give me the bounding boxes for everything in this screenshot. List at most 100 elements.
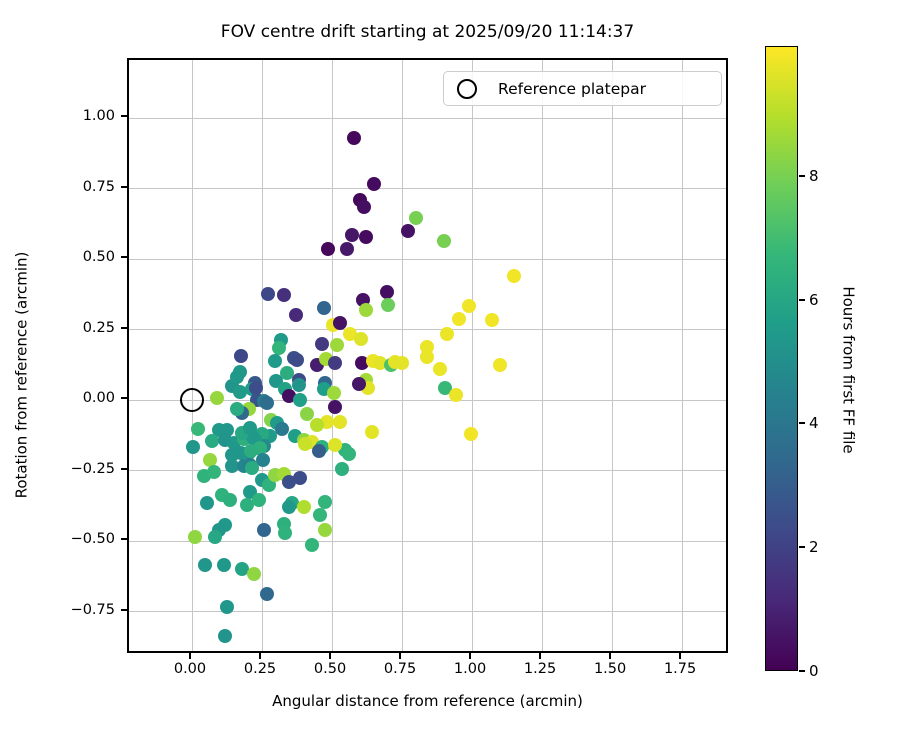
legend-label: Reference platepar xyxy=(498,79,646,98)
scatter-point xyxy=(333,415,348,430)
y-axis-label: Rotation from reference (arcmin) xyxy=(12,251,30,499)
y-tick-label: −0.25 xyxy=(70,460,115,477)
scatter-point xyxy=(234,349,249,364)
y-gridline xyxy=(129,117,726,119)
scatter-point xyxy=(246,566,261,581)
colorbar-tick-label: 2 xyxy=(809,538,819,557)
scatter-point xyxy=(260,586,275,601)
scatter-point xyxy=(281,388,296,403)
x-gridline xyxy=(611,60,613,651)
scatter-point xyxy=(293,392,308,407)
plot-area xyxy=(127,58,728,653)
y-gridline xyxy=(129,611,726,613)
scatter-point xyxy=(330,337,345,352)
y-gridline xyxy=(129,399,726,401)
scatter-point xyxy=(223,492,238,507)
scatter-point xyxy=(290,352,305,367)
scatter-point xyxy=(320,242,335,257)
scatter-point xyxy=(242,420,257,435)
colorbar xyxy=(765,46,798,671)
x-tick-mark xyxy=(609,653,612,659)
scatter-point xyxy=(311,444,326,459)
scatter-point xyxy=(230,369,245,384)
scatter-point xyxy=(318,523,333,538)
scatter-point xyxy=(463,427,478,442)
x-tick-mark xyxy=(399,653,402,659)
scatter-point xyxy=(204,434,219,449)
scatter-point xyxy=(462,298,477,313)
scatter-point xyxy=(367,177,382,192)
scatter-point xyxy=(358,229,373,244)
y-gridline xyxy=(129,540,726,542)
scatter-point xyxy=(357,200,372,215)
y-tick-mark xyxy=(121,326,127,329)
scatter-point xyxy=(433,362,448,377)
scatter-point xyxy=(332,316,347,331)
colorbar-tick-mark xyxy=(799,670,805,672)
y-tick-label: 0.00 xyxy=(82,390,115,407)
x-tick-mark xyxy=(259,653,262,659)
scatter-point xyxy=(351,377,366,392)
scatter-point xyxy=(395,356,410,371)
scatter-point xyxy=(328,399,343,414)
scatter-point xyxy=(239,497,254,512)
scatter-point xyxy=(335,462,350,477)
scatter-point xyxy=(260,396,275,411)
colorbar-tick-mark xyxy=(799,422,805,425)
x-tick-label: 0.75 xyxy=(383,661,417,677)
x-tick-label: 0.50 xyxy=(313,661,347,677)
scatter-point xyxy=(202,453,217,468)
scatter-point xyxy=(186,439,201,454)
scatter-point xyxy=(281,474,296,489)
scatter-point xyxy=(281,499,296,514)
scatter-point xyxy=(326,386,341,401)
y-gridline xyxy=(129,329,726,331)
x-tick-label: 0.25 xyxy=(243,661,277,677)
scatter-point xyxy=(216,558,231,573)
scatter-point xyxy=(278,526,293,541)
scatter-point xyxy=(206,464,221,479)
scatter-point xyxy=(358,303,373,318)
scatter-point xyxy=(373,356,388,371)
scatter-point xyxy=(235,562,250,577)
scatter-point xyxy=(449,388,464,402)
scatter-point xyxy=(288,308,303,323)
scatter-point xyxy=(188,529,203,544)
scatter-point xyxy=(244,444,259,459)
y-axis-label-wrap: Rotation from reference (arcmin) xyxy=(8,0,34,750)
scatter-point xyxy=(316,301,331,316)
scatter-point xyxy=(218,628,233,643)
scatter-point xyxy=(451,311,466,326)
scatter-point xyxy=(272,341,287,356)
x-tick-mark xyxy=(679,653,682,659)
y-tick-label: 0.50 xyxy=(82,249,115,266)
x-tick-label: 1.50 xyxy=(593,661,627,677)
y-tick-mark xyxy=(121,538,127,541)
x-gridline xyxy=(471,60,473,651)
scatter-point xyxy=(364,424,379,439)
y-tick-mark xyxy=(121,185,127,188)
x-tick-mark xyxy=(539,653,542,659)
x-axis-label: Angular distance from reference (arcmin) xyxy=(272,692,583,710)
chart-title: FOV centre drift starting at 2025/09/20 … xyxy=(220,22,635,42)
scatter-point xyxy=(191,422,206,437)
scatter-point xyxy=(439,326,454,341)
y-gridline xyxy=(129,258,726,260)
scatter-point xyxy=(347,130,362,145)
scatter-point xyxy=(291,378,306,393)
colorbar-tick-mark xyxy=(799,174,805,177)
legend: Reference platepar xyxy=(443,71,722,106)
x-tick-label: 0.00 xyxy=(173,661,207,677)
x-tick-mark xyxy=(189,653,191,659)
colorbar-tick-label: 4 xyxy=(809,414,819,433)
scatter-point xyxy=(198,558,213,573)
y-tick-label: 1.00 xyxy=(82,108,115,125)
x-gridline xyxy=(401,60,403,651)
scatter-point xyxy=(381,297,396,312)
scatter-point xyxy=(437,233,452,248)
y-tick-mark xyxy=(121,608,127,611)
y-tick-label: −0.75 xyxy=(70,601,115,618)
scatter-point xyxy=(229,402,244,417)
y-gridline xyxy=(129,188,726,190)
scatter-point xyxy=(298,436,313,451)
